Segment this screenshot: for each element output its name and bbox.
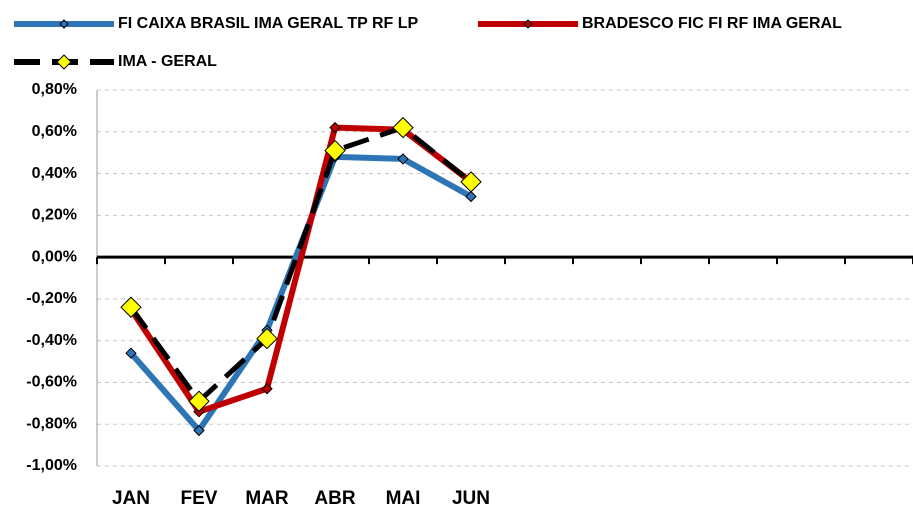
y-tick-label: -0,60% xyxy=(26,374,77,391)
marker xyxy=(261,383,273,395)
y-tick-label: 0,60% xyxy=(32,123,77,140)
y-tick-label: 0,00% xyxy=(32,248,77,265)
legend-marker xyxy=(56,54,72,70)
y-tick-label: -1,00% xyxy=(26,457,77,474)
y-tick-label: -0,40% xyxy=(26,332,77,349)
marker xyxy=(465,190,477,203)
x-tick-label: JUN xyxy=(452,488,490,509)
x-tick-label: MAI xyxy=(386,488,421,509)
legend-label: FI CAIXA BRASIL IMA GERAL TP RF LP xyxy=(118,15,418,32)
y-tick-label: 0,80% xyxy=(32,81,77,98)
y-tick-label: 0,20% xyxy=(32,207,77,224)
marker xyxy=(329,121,341,134)
legend-marker xyxy=(523,19,533,29)
marker xyxy=(188,390,210,412)
legend-label: BRADESCO FIC FI RF IMA GERAL xyxy=(582,15,842,32)
marker xyxy=(193,424,205,437)
marker xyxy=(120,296,142,318)
marker xyxy=(125,347,137,359)
y-tick-label: 0,40% xyxy=(32,165,77,182)
legend-label: IMA - GERAL xyxy=(118,53,217,70)
y-tick-label: -0,80% xyxy=(26,415,77,432)
marker xyxy=(397,153,409,165)
y-tick-label: -0,20% xyxy=(26,290,77,307)
x-tick-label: JAN xyxy=(112,488,150,509)
marker xyxy=(460,171,482,193)
marker xyxy=(324,139,346,162)
x-tick-label: ABR xyxy=(314,488,355,509)
series-line xyxy=(128,125,473,404)
legend-marker xyxy=(59,19,69,29)
x-tick-label: MAR xyxy=(245,488,289,509)
marker xyxy=(392,116,414,139)
x-tick-label: FEV xyxy=(181,488,218,509)
marker xyxy=(256,327,278,350)
